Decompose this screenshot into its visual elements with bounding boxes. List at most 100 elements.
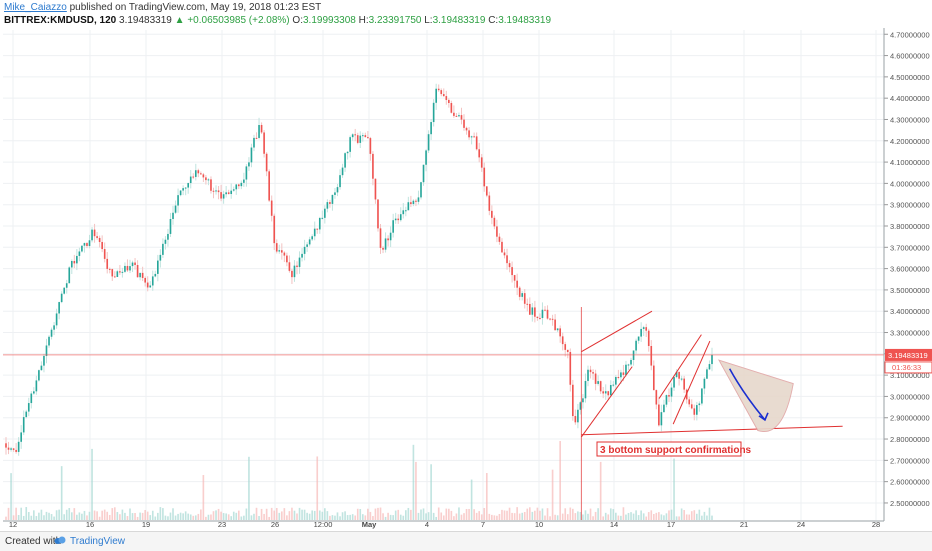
candle-body [296,265,298,267]
volume-bar [30,515,33,520]
high-value: 3.23391750 [368,15,422,26]
candle-body [693,408,696,415]
candle-body [589,369,592,373]
volume-bar [121,509,124,520]
volume-bar [566,514,569,520]
candle-body [663,404,665,413]
volume-bar [225,513,227,520]
candle-body [556,328,559,331]
volume-bar [10,473,12,520]
candle-body [260,125,263,133]
candle-body [265,153,268,172]
candle-body [483,167,486,187]
volume-bar [106,511,109,520]
volume-bar [326,511,329,520]
candle-body [701,388,703,404]
candle-body [369,138,372,154]
volume-bar [463,513,465,520]
candle-body [392,220,394,233]
volume-bar [253,513,255,520]
candle-body [688,399,691,405]
volume-bar [556,515,559,520]
candle-body [162,243,164,255]
volume-bar [637,515,640,520]
candle-body [572,384,574,417]
volume-bar [389,514,392,520]
volume-bar [587,513,589,520]
volume-bar [445,508,448,520]
volume-bar [685,514,688,520]
volume-bar [200,509,202,520]
volume-bar [301,509,303,520]
volume-bar [498,513,501,520]
candle-body [278,250,281,252]
volume-bar [711,515,713,520]
volume-bar [521,512,524,520]
volume-bar [308,513,311,520]
projection-arrowhead [758,412,769,422]
volume-bar [255,507,258,520]
candle-body [20,432,23,442]
candle-body [521,293,524,297]
y-tick-label: 2.60000000 [890,478,930,487]
candle-body [511,267,513,276]
volume-bar [129,508,131,520]
candle-body [250,147,253,163]
volume-bar [311,510,314,520]
volume-bar [546,508,549,520]
candle-body [243,179,245,183]
candle-body [506,255,508,264]
volume-bar [554,514,556,520]
candle-body [7,447,10,450]
volume-bar [635,510,637,520]
y-tick-label: 4.40000000 [890,94,930,103]
volume-bar [658,512,660,520]
candle-body [45,345,48,356]
price-chart[interactable]: 3 bottom support confirmations 4.7000000… [0,0,932,531]
volume-bar [632,513,635,520]
candle-body [106,258,109,269]
candle-body [534,307,536,317]
candle-body [5,443,7,448]
volume-bar [15,507,17,520]
candle-body [652,365,655,391]
candle-body [258,125,260,138]
volume-bar [270,507,273,520]
candle-body [508,263,511,268]
volume-bar [55,510,58,520]
candle-body [642,327,645,329]
volume-bar [146,511,149,520]
candle-body [635,340,637,351]
candle-body [286,255,288,263]
current-price-badge [885,348,932,361]
candle-body [58,302,60,314]
volume-bar [111,508,114,520]
author-link[interactable]: Mike_Caiazzo [4,2,67,13]
volume-bar [45,511,48,520]
candle-body [121,271,124,273]
candle-body [159,254,162,261]
volume-bar [258,516,260,520]
volume-bar [665,513,668,520]
volume-bar [668,510,670,520]
candle-body [627,364,630,366]
candle-body [113,276,116,278]
candle-body [655,390,658,405]
y-tick-label: 4.70000000 [890,30,930,39]
candle-body [281,250,283,253]
volume-bar [151,510,154,520]
candle-body [554,319,556,331]
candle-body [131,262,134,267]
candle-body [463,119,465,128]
y-tick-label: 4.60000000 [890,52,930,61]
volume-bar [318,510,321,520]
annotation-label: 3 bottom support confirmations [600,445,752,456]
candle-body [541,309,544,319]
tradingview-link[interactable]: TradingView [70,536,126,547]
volume-bar [503,510,506,520]
volume-bar [597,508,599,520]
volume-bar [364,515,367,520]
candle-body [17,441,20,452]
y-tick-label: 2.50000000 [890,499,930,508]
candle-body [665,395,668,405]
